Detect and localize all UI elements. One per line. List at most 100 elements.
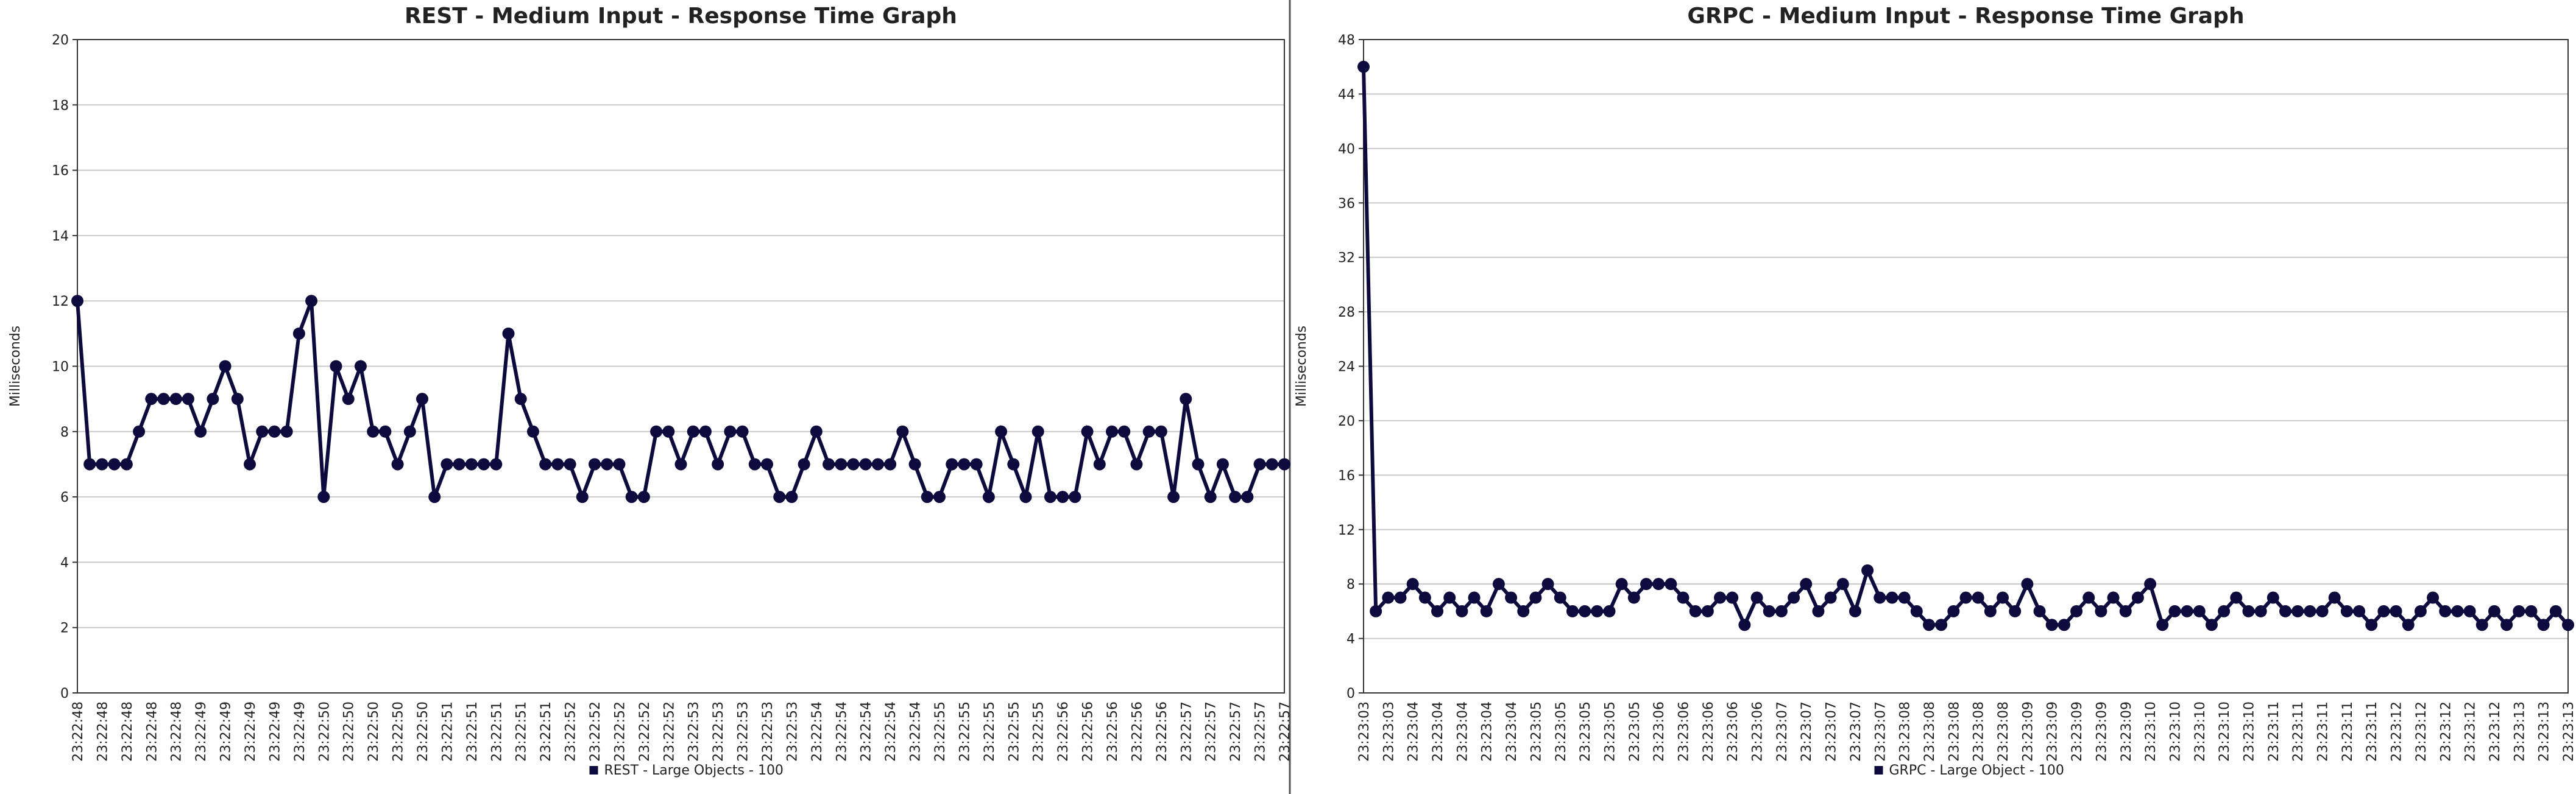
data-point: [1861, 564, 1874, 577]
data-point: [1677, 591, 1690, 604]
data-point: [1922, 619, 1935, 631]
x-tick-label: 23:23:11: [2266, 701, 2282, 762]
x-tick-label: 23:23:13: [2561, 701, 2576, 762]
x-tick-label: 23:22:55: [1007, 701, 1022, 762]
data-point: [1456, 605, 1468, 617]
x-tick-label: 23:23:06: [1725, 701, 1741, 762]
data-point: [921, 491, 933, 504]
data-point: [2304, 605, 2316, 617]
x-tick-label: 23:23:09: [2020, 701, 2036, 762]
data-point: [982, 491, 995, 504]
y-tick-label: 12: [52, 294, 69, 309]
data-point: [1566, 605, 1579, 617]
data-point: [576, 491, 589, 504]
data-point: [1155, 425, 1167, 438]
data-point: [2513, 605, 2525, 617]
data-point: [1370, 605, 1382, 617]
x-tick-label: 23:23:10: [2168, 701, 2183, 762]
x-tick-label: 23:23:09: [2119, 701, 2134, 762]
data-point: [2082, 591, 2095, 604]
data-point: [625, 491, 638, 504]
data-point: [1689, 605, 1702, 617]
data-point: [798, 458, 810, 471]
x-tick-label: 23:23:08: [1898, 701, 1913, 762]
x-tick-label: 23:23:08: [1922, 701, 1937, 762]
y-tick-label: 36: [1338, 196, 1355, 211]
x-tick-label: 23:22:53: [687, 701, 702, 762]
x-tick-label: 23:22:51: [440, 701, 455, 762]
x-tick-label: 23:22:52: [588, 701, 603, 762]
data-point: [2193, 605, 2206, 617]
data-point: [859, 458, 872, 471]
data-point: [2488, 605, 2500, 617]
data-point: [1056, 491, 1069, 504]
data-point: [2230, 591, 2243, 604]
data-point: [1812, 605, 1825, 617]
data-point: [1959, 591, 1972, 604]
data-point: [773, 491, 786, 504]
data-point: [1081, 425, 1094, 438]
y-tick-label: 2: [60, 621, 69, 636]
x-tick-label: 23:22:48: [71, 701, 86, 762]
data-point: [367, 425, 380, 438]
y-tick-label: 24: [1338, 360, 1355, 375]
x-tick-label: 23:22:52: [612, 701, 628, 762]
data-point: [748, 458, 761, 471]
data-point: [946, 458, 958, 471]
data-point: [958, 458, 971, 471]
x-tick-label: 23:22:48: [120, 701, 135, 762]
data-point: [1701, 605, 1714, 617]
data-point: [896, 425, 909, 438]
data-point: [1935, 619, 1948, 631]
data-point: [2058, 619, 2070, 631]
data-point: [589, 458, 601, 471]
data-point: [2242, 605, 2255, 617]
data-point: [1627, 591, 1640, 604]
x-tick-label: 23:23:04: [1480, 701, 1495, 762]
data-point: [699, 425, 712, 438]
data-point: [330, 360, 342, 373]
x-tick-label: 23:22:57: [1278, 701, 1293, 762]
data-point: [2119, 605, 2132, 617]
x-tick-label: 23:23:08: [1972, 701, 1987, 762]
data-point: [1357, 60, 1370, 73]
data-point: [1216, 458, 1229, 471]
x-tick-label: 23:23:09: [2045, 701, 2061, 762]
data-point: [2279, 605, 2292, 617]
x-tick-label: 23:22:54: [883, 701, 899, 762]
x-tick-label: 23:23:12: [2438, 701, 2454, 762]
x-tick-label: 23:23:04: [1406, 701, 1421, 762]
data-point: [1984, 605, 1997, 617]
x-tick-label: 23:23:09: [2070, 701, 2085, 762]
data-point: [1180, 393, 1192, 406]
data-point: [1800, 578, 1813, 591]
data-point: [1007, 458, 1020, 471]
data-point: [1886, 591, 1898, 604]
y-axis-label: Milliseconds: [1294, 326, 1309, 407]
data-point: [403, 425, 416, 438]
data-point: [761, 458, 773, 471]
data-point: [1775, 605, 1788, 617]
data-point: [244, 458, 256, 471]
x-tick-label: 23:23:08: [1947, 701, 1962, 762]
data-point: [2131, 591, 2144, 604]
data-point: [650, 425, 663, 438]
data-point: [2525, 605, 2538, 617]
data-point: [674, 458, 687, 471]
data-point: [1836, 578, 1849, 591]
data-point: [933, 491, 946, 504]
chart-title: REST - Medium Input - Response Time Grap…: [405, 4, 957, 29]
y-axis-label: Milliseconds: [8, 326, 23, 407]
data-point: [169, 393, 182, 406]
data-point: [2414, 605, 2427, 617]
x-tick-label: 23:22:57: [1253, 701, 1269, 762]
data-point: [2033, 605, 2046, 617]
x-tick-label: 23:23:05: [1529, 701, 1544, 762]
x-tick-label: 23:23:10: [2217, 701, 2232, 762]
x-tick-label: 23:22:54: [908, 701, 924, 762]
x-tick-label: 23:22:48: [95, 701, 110, 762]
x-tick-label: 23:23:06: [1701, 701, 1716, 762]
legend-label: REST - Large Objects - 100: [604, 763, 784, 778]
data-point: [108, 458, 121, 471]
data-point: [256, 425, 269, 438]
